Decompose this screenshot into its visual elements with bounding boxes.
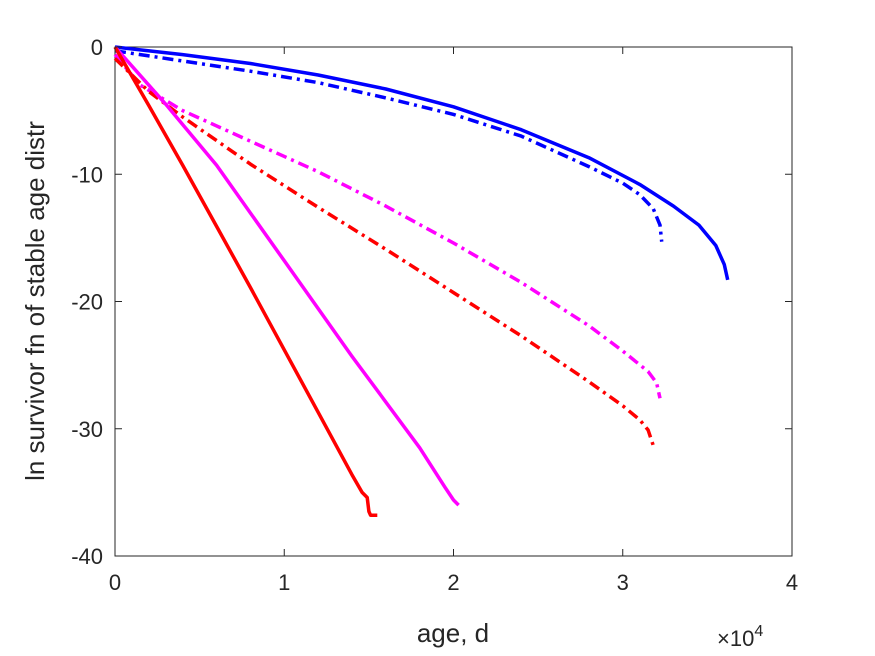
series-line-6 <box>113 46 378 518</box>
series-line-2 <box>114 49 664 242</box>
x-tick-label: 3 <box>617 570 629 595</box>
series-line-3 <box>113 53 662 399</box>
plot-area <box>114 46 793 557</box>
series-layer <box>113 45 730 518</box>
y-tick-label: -40 <box>71 544 103 569</box>
y-tick-label: -20 <box>71 290 103 315</box>
series-line-5 <box>113 45 460 507</box>
x-tick-label: 1 <box>278 570 290 595</box>
y-tick-label: -10 <box>71 162 103 187</box>
x-tick-label: 4 <box>786 570 798 595</box>
y-tick-label: -30 <box>71 417 103 442</box>
x-tick-label: 0 <box>109 570 121 595</box>
series-line-1 <box>114 45 730 281</box>
x-axis-exponent-label: ×104 <box>717 623 763 651</box>
x-axis-exponent: 4 <box>754 623 763 640</box>
series-line-4 <box>113 57 655 446</box>
x-axis-label: age, d <box>417 618 489 648</box>
tick-layer: 0 1 2 3 4 0 -10 -20 -30 -40 <box>71 35 798 595</box>
y-axis-label: ln survivor fn of stable age distr <box>20 121 50 481</box>
x-axis-multiplier: ×10 <box>717 626 754 651</box>
x-tick-label: 2 <box>447 570 459 595</box>
y-tick-label: 0 <box>91 35 103 60</box>
